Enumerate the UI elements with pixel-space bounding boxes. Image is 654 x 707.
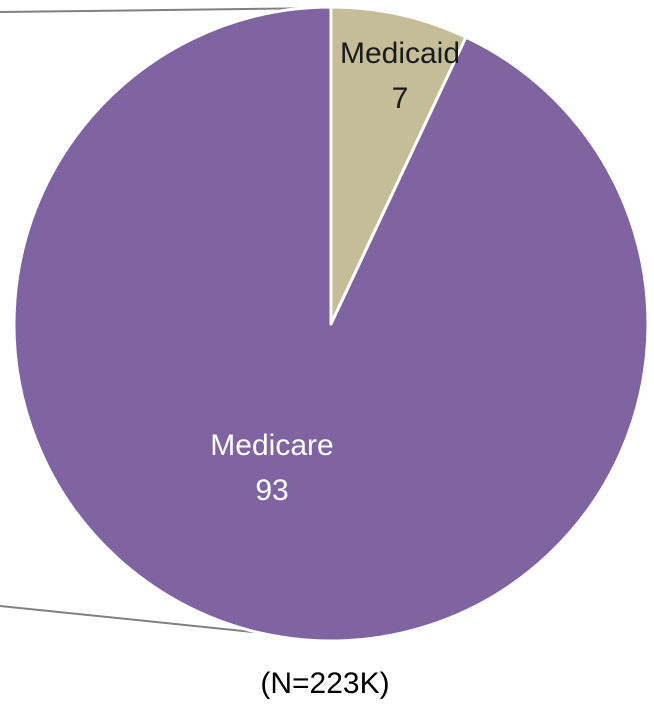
pie-labels: Medicaid 7 Medicare 93 [210,37,460,507]
slice-value-medicaid: 7 [392,82,409,115]
slice-label-medicaid: Medicaid [340,37,460,70]
pie-slice-medicare [12,5,650,643]
slice-value-medicare: 93 [255,474,288,507]
pie-slices [12,5,650,643]
connector-line-top [0,7,332,13]
pie-slice-medicaid [329,5,468,326]
sample-size-note: (N=223K) [260,667,389,700]
slice-label-medicare: Medicare [210,429,333,462]
